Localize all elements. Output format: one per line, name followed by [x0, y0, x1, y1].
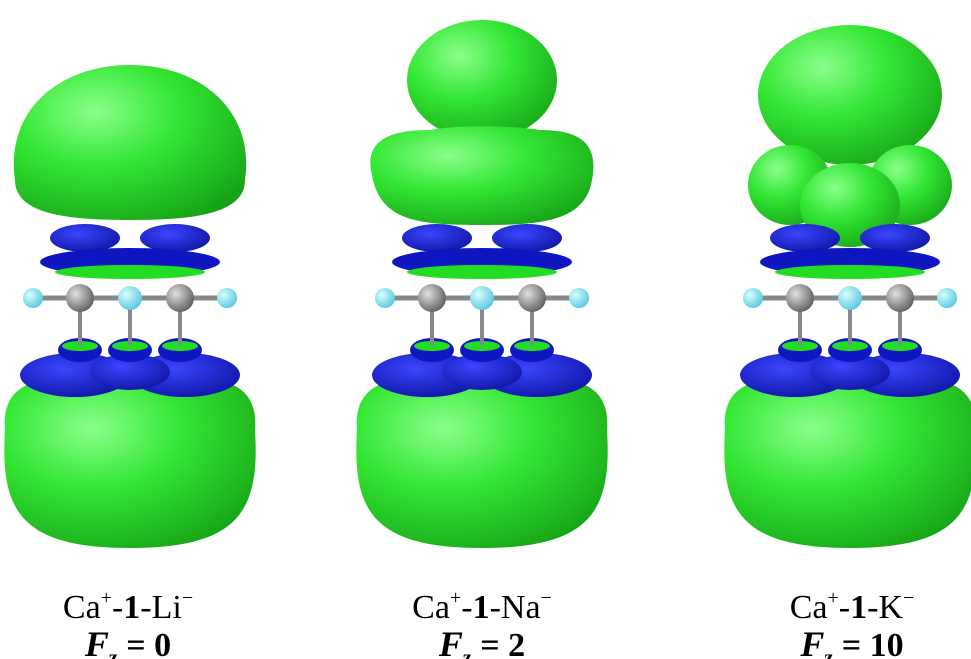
field-line: Fz = 10 [722, 626, 971, 659]
field-subscript: z [463, 647, 472, 659]
anion-charge: − [903, 587, 914, 609]
equals: = [842, 627, 861, 659]
field-subscript: z [824, 647, 833, 659]
core: 1 [123, 589, 140, 626]
separator: - [490, 589, 501, 626]
panel-label: Ca+-1-K−Fz = 10 [722, 580, 971, 659]
cation-charge: + [101, 587, 112, 609]
field-symbol: F [439, 624, 463, 659]
cation-charge: + [450, 587, 461, 609]
separator: - [140, 589, 151, 626]
core: 1 [473, 589, 490, 626]
field-value: 0 [154, 627, 171, 659]
molecule-k [724, 25, 971, 548]
cation: Ca [63, 589, 101, 626]
field-symbol: F [85, 624, 109, 659]
compound-name: Ca+-1-Li− [0, 580, 258, 626]
field-line: Fz = 2 [352, 626, 612, 659]
anion: K [878, 589, 903, 626]
anion: Na [501, 589, 541, 626]
anion-charge: − [182, 587, 193, 609]
separator: - [112, 589, 123, 626]
cation-charge: + [828, 587, 839, 609]
molecule-na [356, 20, 607, 548]
cation: Ca [412, 589, 450, 626]
field-value: 2 [508, 627, 525, 659]
field-line: Fz = 0 [0, 626, 258, 659]
panel-label: Ca+-1-Na−Fz = 2 [352, 580, 612, 659]
field-value: 10 [870, 627, 904, 659]
molecule-renderings [0, 0, 971, 659]
compound-name: Ca+-1-Na− [352, 580, 612, 626]
separator: - [839, 589, 850, 626]
anion: Li [152, 589, 182, 626]
separator: - [461, 589, 472, 626]
field-subscript: z [109, 647, 118, 659]
core: 1 [850, 589, 867, 626]
panel-label: Ca+-1-Li−Fz = 0 [0, 580, 258, 659]
compound-name: Ca+-1-K− [722, 580, 971, 626]
equals: = [126, 627, 145, 659]
field-symbol: F [800, 624, 824, 659]
molecule-li [4, 65, 255, 548]
separator: - [867, 589, 878, 626]
figure: Ca+-1-Li−Fz = 0Ca+-1-Na−Fz = 2Ca+-1-K−Fz… [0, 0, 971, 659]
anion-charge: − [541, 587, 552, 609]
cation: Ca [790, 589, 828, 626]
equals: = [480, 627, 499, 659]
